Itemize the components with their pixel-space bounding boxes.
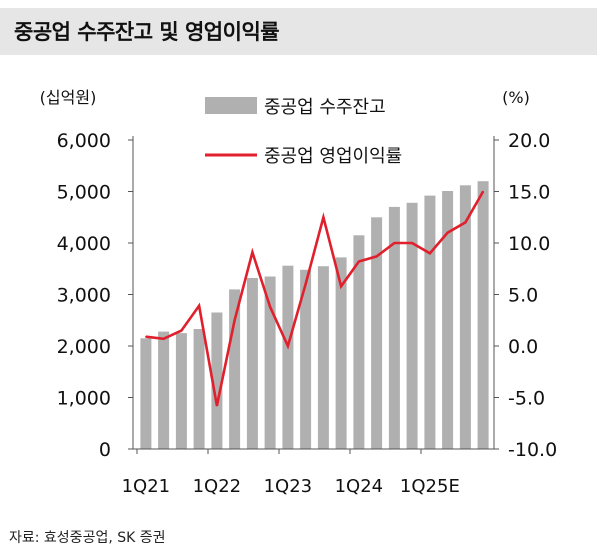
bar-3Q24 (388, 206, 400, 449)
line-point-1Q25E (429, 252, 431, 255)
right-tick-label: 5.0 (508, 285, 538, 307)
left-tick-label: 3,000 (57, 285, 111, 307)
bar-2Q25E (442, 191, 454, 449)
right-tick-label: -10.0 (508, 439, 557, 461)
right-tick-label: 20.0 (508, 130, 550, 152)
bar-1Q22 (211, 312, 223, 449)
line-point-2Q22 (233, 319, 236, 322)
legend-swatch-backlog (205, 97, 257, 114)
line-point-3Q22 (251, 251, 254, 254)
left-tick-label: 5,000 (57, 182, 111, 204)
line-point-4Q25E (482, 190, 484, 193)
bar-2Q22 (229, 289, 241, 449)
bar-1Q25E (424, 195, 436, 449)
bar-4Q23 (335, 257, 347, 449)
line-point-3Q24 (393, 242, 396, 244)
bar-1Q24 (353, 235, 365, 449)
x-tick-label: 1Q21 (122, 476, 171, 497)
bar-3Q23 (317, 266, 329, 449)
bar-4Q25E (477, 181, 489, 449)
right-tick-label: 0.0 (508, 336, 538, 358)
x-tick-label: 1Q23 (264, 476, 313, 497)
right-tick-label: 15.0 (508, 182, 550, 204)
right-tick-label: 10.0 (508, 233, 550, 255)
bar-2Q24 (371, 217, 383, 450)
x-tick-label: 1Q22 (193, 476, 242, 497)
title-bar: 중공업 수주잔고 및 영업이익률 (0, 8, 597, 55)
legend-label-backlog: 중공업 수주잔고 (264, 97, 386, 118)
axes (128, 136, 499, 454)
left-axis-unit: (십억원) (40, 88, 97, 107)
line-point-3Q21 (180, 329, 183, 332)
chart-title: 중공업 수주잔고 및 영업이익률 (14, 20, 280, 44)
line-path (145, 190, 485, 406)
line-point-2Q24 (375, 255, 378, 258)
x-tick-label: 1Q25E (400, 476, 460, 497)
line-point-2Q25E (446, 231, 449, 234)
bar-4Q21 (193, 329, 205, 449)
bar-3Q22 (246, 278, 258, 449)
line-point-2Q23 (304, 283, 307, 286)
line-point-4Q22 (269, 306, 271, 308)
bar-4Q24 (406, 202, 418, 449)
left-tick-label: 1,000 (57, 388, 111, 410)
legend-label-margin: 중공업 영업이익률 (264, 146, 402, 167)
line-series-margin (145, 190, 485, 407)
line-point-3Q25E (464, 221, 467, 224)
bar-series-backlog (140, 181, 489, 450)
bar-3Q21 (175, 333, 187, 449)
left-tick-label: 4,000 (57, 233, 111, 255)
right-tick-label: -5.0 (508, 388, 545, 410)
bar-4Q22 (264, 276, 276, 449)
bar-3Q25E (459, 185, 471, 450)
left-tick-label: 6,000 (57, 130, 111, 152)
line-point-1Q24 (358, 260, 360, 263)
source-note: 자료: 효성중공업, SK 증권 (9, 530, 166, 546)
left-tick-label: 2,000 (57, 336, 111, 358)
line-point-1Q23 (287, 345, 289, 347)
axis-labels: 0 1,000 2,000 3,000 4,000 5,000 6,000 -10.0 -5.0… (40, 88, 558, 497)
bar-1Q21 (140, 338, 152, 449)
line-point-2Q21 (162, 338, 165, 340)
line-point-4Q21 (198, 305, 200, 307)
bar-2Q21 (158, 331, 170, 449)
bar-1Q23 (282, 265, 294, 449)
line-point-3Q23 (322, 216, 325, 219)
line-point-4Q24 (411, 242, 413, 244)
line-point-4Q23 (340, 285, 342, 288)
bar-2Q23 (300, 269, 312, 449)
line-point-1Q21 (145, 335, 147, 338)
line-point-1Q22 (216, 404, 218, 407)
left-tick-label: 0 (99, 439, 111, 461)
right-axis-unit: (%) (502, 88, 530, 107)
x-tick-label: 1Q24 (335, 476, 384, 497)
